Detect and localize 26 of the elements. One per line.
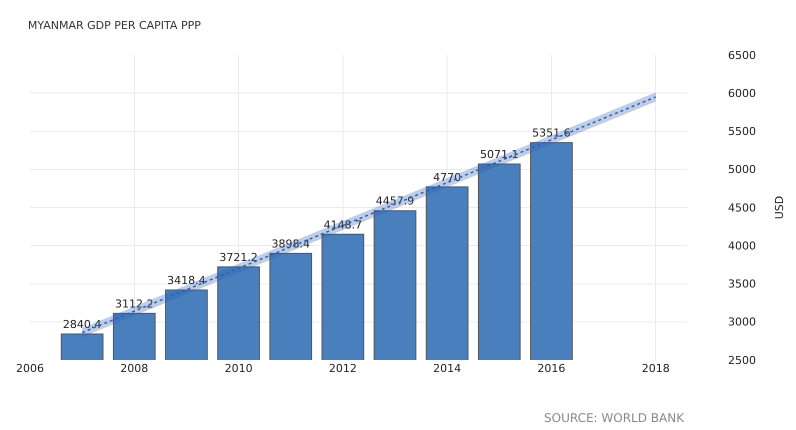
x-tick-label: 2018	[642, 362, 670, 375]
y-tick-label: 4000	[728, 239, 756, 252]
y-tick-label: 5500	[728, 125, 756, 138]
x-tick-label: 2016	[537, 362, 566, 375]
y-tick-label: 6500	[728, 48, 756, 62]
data-label: 5071.1	[480, 148, 519, 161]
y-tick-label: 3000	[728, 316, 756, 329]
x-tick-label: 2010	[224, 362, 253, 375]
y-tick-label: 4500	[728, 201, 756, 214]
x-tick-label: 2014	[433, 362, 462, 375]
y-tick-label: 5000	[728, 163, 756, 176]
data-label: 4770	[433, 170, 462, 184]
x-tick-label: 2006	[16, 362, 44, 375]
y-axis-title: USD	[773, 196, 786, 220]
data-label: 2840.4	[62, 318, 102, 332]
source-note: SOURCE: WORLD BANK	[544, 411, 686, 425]
x-tick-label: 2008	[120, 362, 148, 375]
data-label: 3112.2	[115, 297, 154, 310]
x-tick-label: 2012	[328, 362, 357, 375]
y-tick-label: 2500	[728, 354, 756, 367]
data-label: 3418.4	[167, 274, 206, 287]
y-tick-label: 3500	[728, 278, 756, 291]
chart-title: MYANMAR GDP PER CAPITA PPP	[28, 19, 202, 32]
data-label: 3721.2	[219, 250, 258, 264]
y-tick-label: 6000	[728, 86, 756, 100]
data-label: 5351.6	[532, 126, 571, 140]
